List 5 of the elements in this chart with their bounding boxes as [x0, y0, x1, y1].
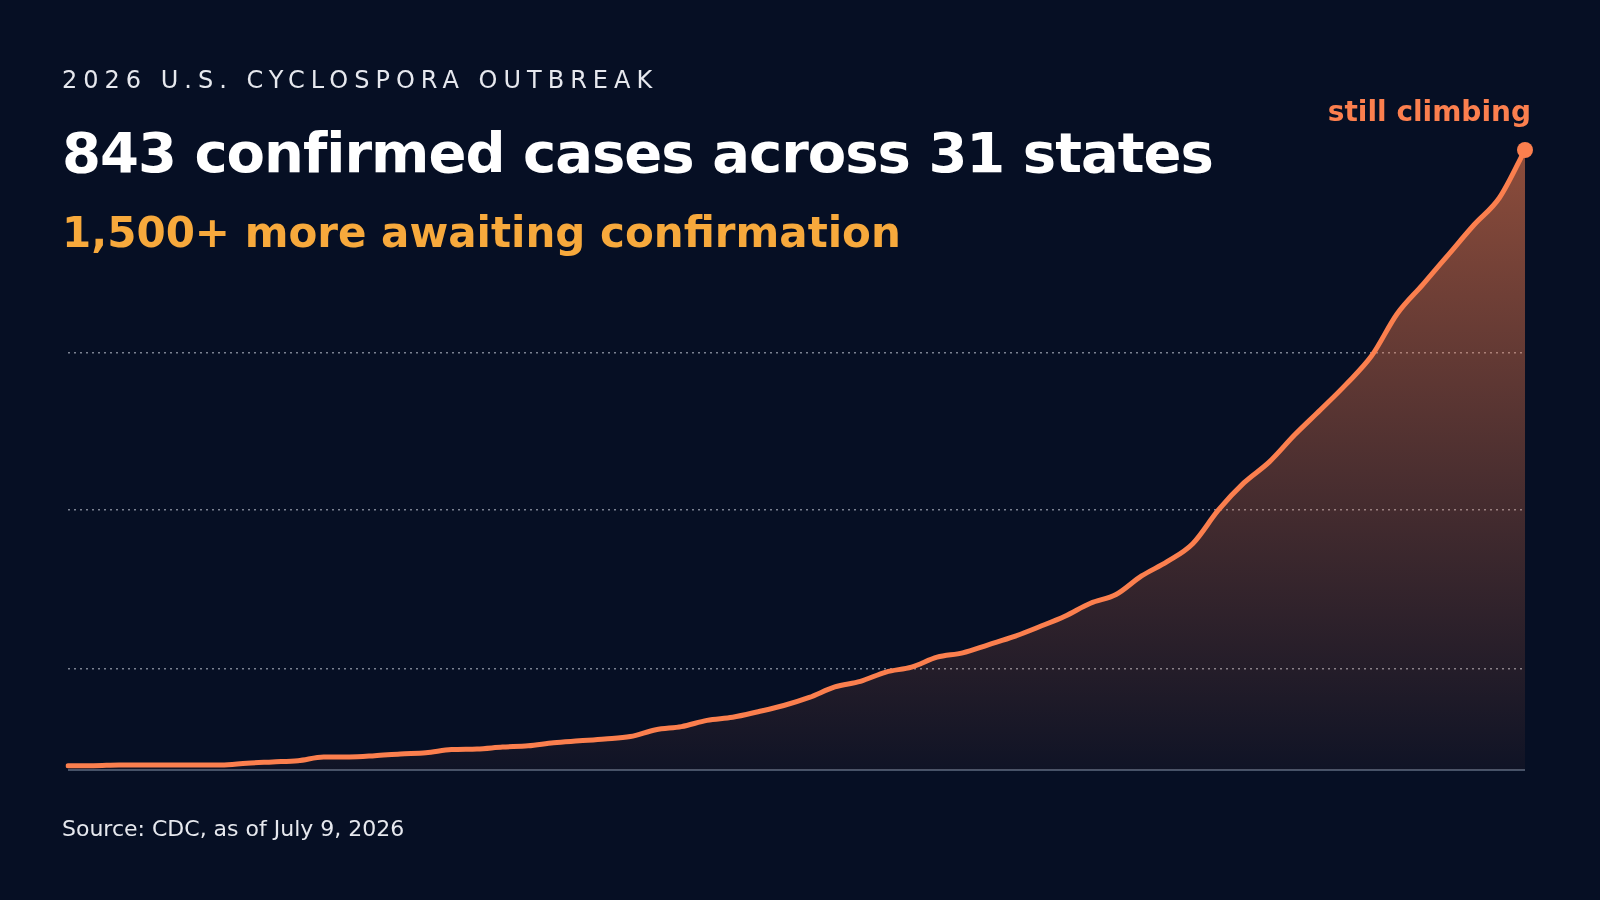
text: 1,500+ more awaiting confirmation [62, 208, 901, 257]
chart-title: 843 confirmed cases across 31 states [62, 120, 1213, 185]
text: still climbing [1327, 95, 1531, 129]
source-note: Source: CDC, as of July 9, 2026 [62, 816, 405, 841]
text: 2026 U.S. CYCLOSPORA OUTBREAK [62, 66, 659, 94]
